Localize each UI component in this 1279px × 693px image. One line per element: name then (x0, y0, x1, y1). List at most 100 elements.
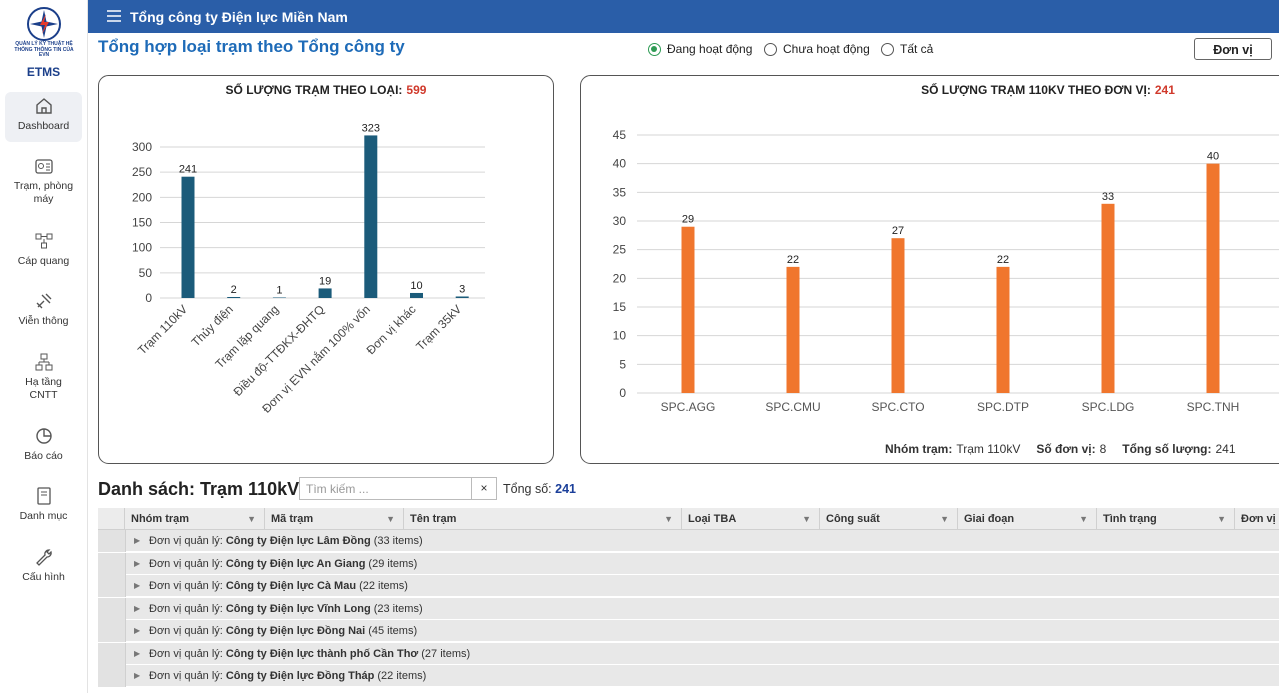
radio-active[interactable]: Đang hoạt động (648, 42, 752, 56)
expand-arrow[interactable]: ▶ (134, 648, 141, 658)
bar (364, 135, 378, 298)
group-label: Đơn vị quản lý: (149, 557, 223, 570)
filter-icon[interactable]: ▼ (386, 514, 395, 524)
group-row[interactable]: ▶ Đơn vị quản lý: Công ty Điện lực An Gian… (98, 552, 1279, 575)
nav-label: Hạ tầng CNTT (25, 376, 62, 401)
row-select (98, 575, 126, 597)
group-name: Công ty Điện lực Đồng Nai (225, 625, 366, 637)
expand-arrow[interactable]: ▶ (134, 626, 141, 635)
footer-label: Tổng số lượng: (1122, 442, 1211, 456)
data-label: 33 (1102, 191, 1114, 203)
group-row[interactable]: ▶ Đơn vị quản lý: Công ty Điện lực Vĩnh Lo… (98, 597, 1279, 620)
expand-arrow[interactable]: ▶ (134, 671, 141, 680)
group-row[interactable]: ▶ Đơn vị quản lý: Công ty Điện lực Lâm Đồn… (98, 530, 1279, 552)
nav-item[interactable]: Viễn thông (5, 291, 82, 335)
column-header[interactable]: Nhóm trạm ▼ (125, 508, 265, 530)
y-tick-label: 50 (139, 266, 153, 280)
nav-icon (35, 428, 52, 444)
group-text: Đơn vị quản lý: Công ty Điện lực Đồng Nai… (149, 620, 417, 642)
unit-button[interactable]: Đơn vị (1194, 38, 1272, 60)
total-label: Tổng số: (503, 482, 552, 496)
clear-button[interactable]: × (471, 478, 496, 499)
filter-icon[interactable]: ▼ (664, 514, 673, 524)
column-header[interactable]: Đơn vị quản lý (1235, 508, 1279, 530)
nav-item[interactable]: Trạm, phòng máy (5, 156, 82, 205)
data-label: 29 (682, 214, 694, 226)
nav-item[interactable]: Báo cáo (5, 426, 82, 470)
expand-arrow[interactable]: ▶ (134, 581, 141, 590)
filter-icon[interactable]: ▼ (802, 514, 811, 524)
row-select (98, 642, 126, 665)
data-label: 1 (276, 284, 282, 296)
y-tick-label: 30 (613, 214, 627, 228)
bar (455, 296, 469, 298)
group-row[interactable]: ▶ Đơn vị quản lý: Công ty Điện lực Cà Mau(… (98, 575, 1279, 597)
expand-arrow[interactable]: ▶ (134, 536, 141, 545)
page-title: Tổng hợp loại trạm theo Tổng công ty (98, 37, 405, 56)
filter-icon[interactable]: ▼ (1079, 514, 1088, 524)
bar (891, 238, 905, 393)
nav-icon (36, 293, 51, 309)
filter-icon[interactable]: ▼ (247, 514, 256, 524)
data-label: 323 (362, 122, 380, 134)
group-text: Đơn vị quản lý: Công ty Điện lực Lâm Đồng… (149, 530, 423, 552)
nav-item[interactable]: Dashboard (5, 92, 82, 142)
chart-title: SỐ LƯỢNG TRẠM 110KV THEO ĐƠN VỊ: 241 (921, 82, 1175, 97)
search-box[interactable]: Tìm kiếm ... × (299, 477, 497, 500)
nav-item[interactable]: Hạ tầng CNTT (5, 352, 82, 401)
expand-arrow[interactable]: ▶ (134, 558, 141, 568)
column-header[interactable]: Loại TBA ▼ (682, 508, 820, 530)
footer-value: 241 (1215, 442, 1235, 456)
footer-label: Số đơn vị: (1036, 442, 1095, 456)
bar (681, 226, 695, 393)
filter-icon[interactable]: ▼ (1217, 514, 1226, 524)
expand-arrow[interactable]: ▶ (134, 603, 141, 613)
group-row[interactable]: ▶ Đơn vị quản lý: Công ty Điện lực Đồng Th… (98, 665, 1279, 687)
group-label: Đơn vị quản lý: (149, 535, 223, 547)
bar (1206, 163, 1220, 393)
bar (272, 297, 286, 298)
group-text: Đơn vị quản lý: Công ty Điện lực thành ph… (149, 643, 470, 665)
bar (1101, 203, 1115, 393)
header-title: Tổng công ty Điện lực Miền Nam (130, 9, 348, 25)
column-header[interactable]: Tên trạm ▼ (404, 508, 682, 530)
radio-all[interactable]: Tất cả (881, 42, 933, 56)
footer-value: Trạm 110kV (956, 442, 1020, 456)
bar (410, 292, 423, 298)
nav-item[interactable]: Danh mục (5, 486, 82, 530)
y-tick-label: 150 (132, 216, 152, 230)
chart-total: 599 (406, 83, 426, 97)
select-header (98, 508, 125, 530)
menu-icon[interactable] (107, 10, 121, 22)
chart-title-text: SỐ LƯỢNG TRẠM THEO LOẠI: (226, 82, 403, 97)
nav-label: Cáp quang (17, 255, 70, 267)
column-header[interactable]: Công suất ▼ (820, 508, 958, 530)
group-label: Đơn vị quản lý: (149, 670, 223, 682)
nav-icon (35, 98, 52, 114)
radio-inactive[interactable]: Chưa hoạt động (764, 42, 870, 56)
nav-label: Cấu hình (22, 571, 65, 583)
group-name: Công ty Điện lực Lâm Đồng (225, 535, 371, 547)
group-label: Đơn vị quản lý: (149, 580, 223, 592)
group-row[interactable]: ▶ Đơn vị quản lý: Công ty Điện lực thành p… (98, 642, 1279, 665)
column-header[interactable]: Giai đoạn ▼ (958, 508, 1097, 530)
bar (786, 266, 800, 393)
list-title: Danh sách: Trạm 110kV (98, 479, 300, 499)
chart-title: SỐ LƯỢNG TRẠM THEO LOẠI: 599 (226, 82, 427, 97)
group-text: Đơn vị quản lý: Công ty Điện lực Cà Mau (2… (149, 575, 408, 597)
group-text: Đơn vị quản lý: Công ty Điện lực Đồng Thá… (149, 665, 426, 687)
logo-icon (27, 7, 61, 41)
column-header[interactable]: Mã trạm ▼ (265, 508, 404, 530)
column-header[interactable]: Tình trạng ▼ (1097, 508, 1235, 530)
group-row[interactable]: ▶ Đơn vị quản lý: Công ty Điện lực Đồng Na… (98, 620, 1279, 642)
nav-item[interactable]: Cấu hình (5, 547, 82, 591)
group-label: Đơn vị quản lý: (149, 625, 223, 637)
filter-icon[interactable]: ▼ (940, 514, 949, 524)
row-select (98, 597, 126, 620)
y-tick-label: 40 (613, 157, 627, 171)
y-tick-label: 20 (613, 271, 627, 285)
y-tick-label: 0 (619, 386, 626, 400)
column-title: Loại TBA (688, 513, 737, 525)
nav-item[interactable]: Cáp quang (5, 231, 82, 275)
y-tick-label: 0 (145, 291, 152, 305)
